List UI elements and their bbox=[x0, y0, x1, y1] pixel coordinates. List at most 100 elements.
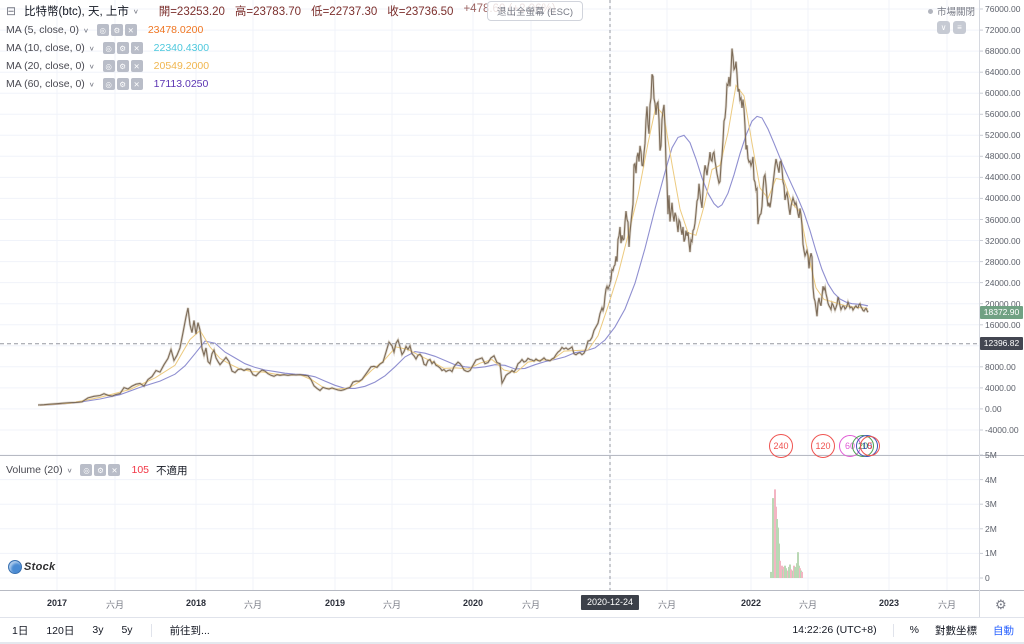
indicator-row: MA (5, close, 0) ∨ ◎ ⚙ ✕ 23478.0200 bbox=[6, 21, 209, 39]
indicator-value: 20549.2000 bbox=[153, 60, 210, 72]
goto-date-button[interactable]: 前往到... bbox=[169, 624, 210, 637]
settings-icon[interactable]: ⚙ bbox=[110, 24, 123, 36]
price-axis-label: 64000.00 bbox=[985, 67, 1021, 78]
close-icon[interactable]: ✕ bbox=[130, 78, 143, 90]
drawing-circle[interactable]: 240 bbox=[769, 434, 793, 458]
indicator-controls: ◎ ⚙ ✕ bbox=[102, 60, 144, 72]
market-status-label: 市場關閉 bbox=[936, 7, 975, 18]
settings-icon[interactable]: ⚙ bbox=[116, 78, 129, 90]
volume-na-label: 不適用 bbox=[156, 464, 188, 477]
visibility-icon[interactable]: ◎ bbox=[96, 24, 109, 36]
volume-bar bbox=[785, 568, 787, 578]
pane-menu-button[interactable]: ≡ bbox=[953, 21, 966, 34]
visibility-icon[interactable]: ◎ bbox=[102, 60, 115, 72]
indicator-label[interactable]: MA (5, close, 0) bbox=[6, 24, 79, 36]
log-scale-button[interactable]: 對數坐標 bbox=[935, 624, 977, 637]
chart-canvas[interactable] bbox=[0, 0, 1024, 618]
price-axis-label: 28000.00 bbox=[985, 256, 1021, 267]
volume-axis-label: 0 bbox=[985, 573, 990, 583]
price-axis-label: 32000.00 bbox=[985, 235, 1021, 246]
indicator-label[interactable]: MA (60, close, 0) bbox=[6, 78, 85, 90]
indicator-row: MA (60, close, 0) ∨ ◎ ⚙ ✕ 17113.0250 bbox=[6, 75, 209, 93]
price-axis-label: 68000.00 bbox=[985, 46, 1021, 57]
time-axis-label: 六月 bbox=[243, 600, 263, 610]
settings-icon[interactable]: ⚙ bbox=[94, 464, 107, 476]
time-axis-label: 2017 bbox=[46, 598, 68, 608]
drawing-circle[interactable]: 120 bbox=[811, 434, 835, 458]
time-axis-settings-icon[interactable]: ⚙ bbox=[995, 597, 1007, 612]
chevron-down-icon: ∨ bbox=[132, 7, 139, 15]
price-axis-label: 4000.00 bbox=[985, 382, 1016, 393]
price-axis-label: 8000.00 bbox=[985, 361, 1016, 372]
symbol-button[interactable]: 比特幣(btc), 天, 上市 ∨ bbox=[24, 3, 139, 19]
volume-bar bbox=[797, 552, 799, 578]
chevron-down-icon: ∨ bbox=[66, 466, 73, 474]
price-axis-label: 44000.00 bbox=[985, 172, 1021, 183]
volume-indicator-controls: ◎ ⚙ ✕ bbox=[79, 464, 121, 476]
volume-axis-label: 4M bbox=[985, 474, 997, 485]
ma60-line bbox=[39, 115, 869, 406]
market-status: 市場關閉 bbox=[927, 4, 975, 18]
volume-value: 105 bbox=[131, 464, 150, 476]
price-axis-label: 20000.00 bbox=[985, 298, 1021, 309]
exit-fullscreen-tooltip: 退出全螢幕 (ESC) bbox=[487, 1, 584, 21]
indicator-label[interactable]: MA (20, close, 0) bbox=[6, 60, 85, 72]
chevron-down-icon: ∨ bbox=[88, 80, 95, 88]
drawing-circle[interactable]: 5 bbox=[860, 436, 880, 456]
range-button[interactable]: 1日 bbox=[12, 624, 29, 637]
visibility-icon[interactable]: ◎ bbox=[80, 464, 93, 476]
pane-buttons: ∨ ≡ bbox=[937, 21, 966, 34]
low-value: 低=22737.30 bbox=[311, 6, 378, 18]
price-axis-label: 36000.00 bbox=[985, 214, 1021, 225]
volume-bar bbox=[790, 569, 792, 578]
range-button[interactable]: 3y bbox=[92, 624, 104, 636]
stock-logo: Stock bbox=[8, 560, 55, 574]
time-axis-label: 六月 bbox=[937, 600, 957, 610]
visibility-icon[interactable]: ◎ bbox=[102, 78, 115, 90]
volume-bar bbox=[770, 571, 772, 578]
close-icon[interactable]: ✕ bbox=[130, 60, 143, 72]
pane-down-button[interactable]: ∨ bbox=[937, 21, 950, 34]
bottom-toolbar: 1日 120日 3y 5y 前往到... 14:22:26 (UTC+8) % 對數坐標… bbox=[0, 617, 1024, 642]
settings-icon[interactable]: ⚙ bbox=[116, 60, 129, 72]
high-value: 高=23783.70 bbox=[234, 6, 302, 18]
volume-axis-label: 2M bbox=[985, 523, 997, 534]
range-button[interactable]: 120日 bbox=[46, 624, 75, 637]
indicator-value: 22340.4300 bbox=[153, 42, 210, 54]
visibility-icon[interactable]: ◎ bbox=[102, 42, 115, 54]
clock-button[interactable]: 14:22:26 (UTC+8) bbox=[792, 624, 877, 636]
percent-scale-button[interactable]: % bbox=[909, 624, 919, 636]
time-axis-label: 六月 bbox=[657, 600, 677, 610]
ma20-line bbox=[39, 84, 869, 406]
close-icon[interactable]: ✕ bbox=[130, 42, 143, 54]
indicator-controls: ◎ ⚙ ✕ bbox=[96, 24, 138, 36]
range-button[interactable]: 5y bbox=[121, 624, 133, 636]
chevron-down-icon: ∨ bbox=[88, 62, 95, 70]
price-axis-label: 52000.00 bbox=[985, 130, 1021, 141]
time-axis-label: 2023 bbox=[878, 598, 900, 608]
logo-globe-icon bbox=[8, 560, 22, 574]
price-axis-label: 56000.00 bbox=[985, 109, 1021, 120]
indicator-label[interactable]: MA (10, close, 0) bbox=[6, 42, 85, 54]
volume-bar bbox=[772, 498, 774, 578]
close-icon[interactable]: ✕ bbox=[124, 24, 137, 36]
volume-bar bbox=[801, 571, 803, 578]
volume-indicator-legend: Volume (20) ∨ ◎ ⚙ ✕ 105 不適用 bbox=[6, 461, 188, 479]
settings-icon[interactable]: ⚙ bbox=[116, 42, 129, 54]
chevron-down-icon: ∨ bbox=[82, 26, 89, 34]
indicator-legend: MA (5, close, 0) ∨ ◎ ⚙ ✕ 23478.0200 MA (10, cl… bbox=[6, 21, 209, 93]
close-icon[interactable]: ✕ bbox=[108, 464, 121, 476]
indicator-controls: ◎ ⚙ ✕ bbox=[102, 78, 144, 90]
indicator-row: MA (10, close, 0) ∨ ◎ ⚙ ✕ 22340.4300 bbox=[6, 39, 209, 57]
volume-bar bbox=[779, 560, 781, 578]
volume-axis-label: 3M bbox=[985, 499, 997, 510]
price-axis-label: 24000.00 bbox=[985, 277, 1021, 288]
collapse-square-icon[interactable]: ⊟ bbox=[6, 4, 17, 18]
last-price-badge: 18372.90 bbox=[980, 305, 1023, 319]
logo-text: Stock bbox=[24, 561, 56, 573]
symbol-title: 比特幣(btc), 天, 上市 bbox=[24, 6, 129, 18]
time-axis-label: 六月 bbox=[382, 600, 402, 610]
auto-scale-button[interactable]: 自動 bbox=[993, 624, 1014, 637]
volume-indicator-label[interactable]: Volume (20) bbox=[6, 464, 63, 476]
